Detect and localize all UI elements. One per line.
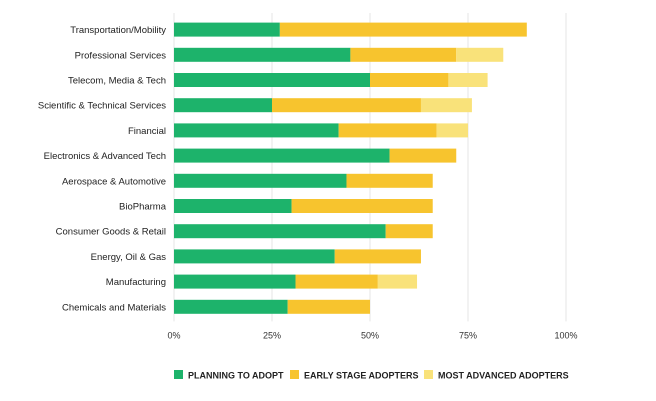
gridlines: [173, 13, 567, 322]
bar-segment-early-stage: [272, 98, 421, 113]
bar-segment-most-advanced: [377, 274, 418, 289]
bar-segment-planning: [174, 173, 347, 188]
bar-segment-early-stage: [350, 47, 457, 62]
x-tick-label: 0%: [167, 330, 180, 340]
bar-segment-planning: [174, 22, 280, 37]
category-label: Energy, Oil & Gas: [91, 252, 167, 263]
category-label: BioPharma: [119, 202, 167, 213]
x-tick-label: 50%: [361, 330, 379, 340]
bar-segment-early-stage: [287, 299, 370, 314]
bar-segment-most-advanced: [420, 98, 472, 113]
bar-segment-planning: [174, 199, 292, 213]
category-label: Consumer Goods & Retail: [56, 227, 166, 238]
category-label: Transportation/Mobility: [70, 25, 166, 36]
bar-segment-planning: [174, 148, 390, 163]
category-label: Professional Services: [75, 50, 167, 61]
bar-segment-most-advanced: [436, 123, 468, 138]
bar-segment-early-stage: [338, 123, 437, 138]
category-label: Manufacturing: [106, 277, 166, 288]
legend-label: EARLY STAGE ADOPTERS: [304, 371, 419, 381]
bar-segment-most-advanced: [448, 73, 488, 87]
bar-segment-planning: [174, 274, 296, 289]
bar-segment-early-stage: [295, 274, 378, 289]
x-tick-label: 100%: [554, 330, 577, 340]
x-axis-ticks: 0% 25% 50% 75% 100%: [167, 330, 577, 340]
bar-segment-early-stage: [389, 148, 457, 163]
legend-swatch: [290, 370, 299, 379]
bar-segment-planning: [174, 47, 351, 62]
legend-label: PLANNING TO ADOPT: [188, 371, 284, 381]
bar-segment-early-stage: [334, 249, 421, 264]
legend-label: MOST ADVANCED ADOPTERS: [438, 371, 569, 381]
category-label: Electronics & Advanced Tech: [44, 151, 166, 162]
category-labels: Transportation/Mobility Professional Serv…: [38, 25, 167, 313]
bar-segment-planning: [174, 98, 272, 113]
category-label: Telecom, Media & Tech: [68, 76, 166, 87]
x-tick-label: 75%: [459, 330, 477, 340]
bar-segment-early-stage: [385, 224, 433, 239]
legend-swatch: [424, 370, 433, 379]
bar-segment-planning: [174, 123, 339, 138]
category-label: Chemicals and Materials: [62, 302, 166, 313]
category-label: Financial: [128, 126, 166, 137]
bar-segment-planning: [174, 299, 288, 314]
bar-segment-early-stage: [291, 199, 433, 213]
bar-segment-planning: [174, 224, 386, 239]
category-label: Scientific & Technical Services: [38, 101, 166, 112]
category-label: Aerospace & Automotive: [62, 176, 166, 187]
bar-segment-early-stage: [279, 22, 527, 37]
bar-segment-early-stage: [370, 73, 449, 87]
legend: PLANNING TO ADOPT EARLY STAGE ADOPTERS MOS…: [174, 370, 569, 381]
x-tick-label: 25%: [263, 330, 281, 340]
bar-segment-most-advanced: [456, 47, 504, 62]
legend-swatch: [174, 370, 183, 379]
bar-segment-planning: [174, 249, 335, 264]
bar-segment-planning: [174, 73, 370, 87]
bars: [174, 22, 527, 314]
bar-segment-early-stage: [346, 173, 433, 188]
